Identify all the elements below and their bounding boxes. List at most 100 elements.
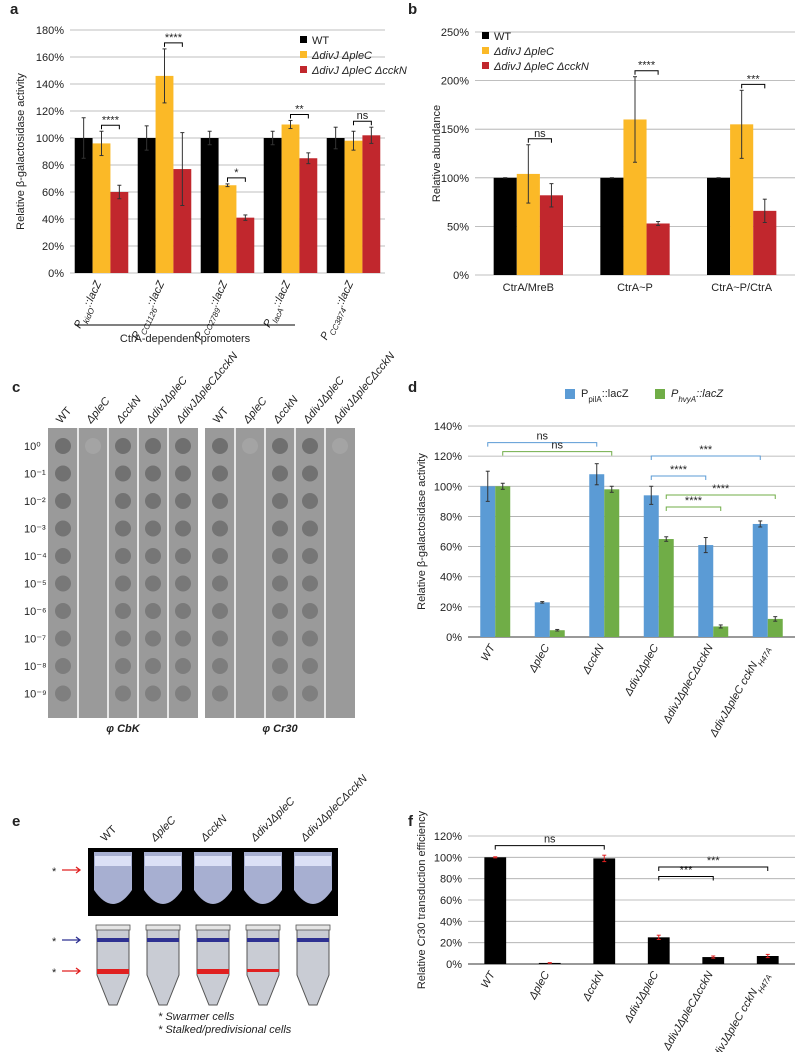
strain-label: ΔpleC [148, 814, 178, 844]
error-bar [609, 485, 614, 493]
error-bar [306, 152, 311, 165]
bar [92, 143, 111, 273]
bar [753, 210, 777, 275]
x-tick-label: ΔpleC [526, 969, 552, 1002]
error-bar [540, 601, 545, 604]
spot [145, 603, 161, 619]
y-tick-label: 100% [434, 481, 462, 493]
dilution-label: 10⁻² [24, 496, 46, 508]
spot [55, 548, 71, 564]
significance-label: ns [544, 834, 556, 846]
x-tick-label: CtrA/MreB [503, 282, 554, 294]
y-tick-label: 20% [440, 938, 462, 950]
error-bar [500, 482, 505, 490]
panel-label: a [10, 1, 19, 18]
y-tick-label: 50% [447, 221, 469, 233]
error-bar [225, 183, 230, 188]
spot [175, 685, 191, 702]
error-bar [99, 130, 104, 157]
spot [272, 630, 288, 647]
error-bar [162, 48, 167, 104]
spot [212, 685, 228, 702]
text-part: ::lacZ [208, 278, 231, 309]
bar [646, 223, 670, 275]
legend-swatch [482, 47, 489, 54]
bar [756, 956, 779, 964]
legend-text: Stalked/predivisional cells [165, 1024, 291, 1036]
tube-cap [195, 924, 231, 931]
bar [600, 177, 624, 275]
tube-cap [95, 924, 131, 931]
spot [145, 630, 161, 647]
dilution-label: 10⁻¹ [24, 469, 46, 481]
text-part: ::lacZ [696, 388, 724, 400]
swarmer-band [197, 969, 229, 974]
text-part: ::lacZ [145, 278, 168, 309]
bar [593, 858, 616, 964]
dilution-label: 10⁻⁸ [24, 661, 47, 673]
tube-cap [295, 924, 331, 931]
spot [212, 520, 228, 537]
y-tick-label: 20% [440, 602, 462, 614]
photo-band [195, 856, 231, 866]
legend-marker: * [158, 1024, 163, 1036]
error-bar [485, 470, 490, 502]
spot [55, 520, 71, 537]
error-bar [243, 214, 248, 221]
y-tick-label: 120% [434, 451, 462, 463]
bar [604, 489, 620, 637]
significance-label: *** [747, 73, 761, 85]
error-bar [664, 536, 669, 542]
text-part: hvyA [678, 395, 696, 404]
phage-label: φ CbK [106, 723, 140, 735]
text-part: P [671, 388, 679, 400]
y-tick-label: 40% [42, 214, 64, 226]
spot [145, 465, 161, 482]
bar [110, 192, 129, 273]
text-part: ::lacZ [271, 278, 294, 309]
bar [549, 630, 565, 637]
spot [115, 438, 131, 454]
spot [212, 575, 228, 592]
spot [85, 438, 101, 454]
spot [302, 465, 318, 482]
error-bar [207, 130, 212, 146]
spot [272, 685, 288, 702]
significance-label: **** [102, 114, 120, 126]
error-bar [718, 624, 723, 629]
bar [236, 217, 255, 273]
spot [145, 438, 161, 454]
strain-label: ΔcckN [270, 394, 300, 427]
spot [272, 575, 288, 592]
bar [702, 957, 725, 964]
spot [115, 548, 131, 564]
y-tick-label: 40% [440, 916, 462, 928]
spot [55, 630, 71, 647]
legend-item: WT [482, 31, 511, 43]
spot [175, 575, 191, 592]
panel-label: b [408, 1, 417, 18]
bar [539, 195, 563, 275]
error-bar [711, 955, 716, 959]
bar [299, 158, 318, 273]
error-bar [333, 126, 338, 150]
error-bar [633, 76, 637, 163]
bar [713, 626, 729, 637]
strain-label: ΔdivJΔpleC [248, 795, 297, 844]
spot [302, 630, 318, 647]
spot [115, 575, 131, 592]
stalked-band [197, 938, 229, 942]
significance-label: ** [295, 103, 304, 115]
spot [212, 548, 228, 564]
error-bar [739, 89, 744, 159]
legend-label: WT [312, 35, 329, 47]
bar [480, 486, 496, 637]
error-bar [758, 520, 763, 528]
spot [55, 685, 71, 702]
y-tick-label: 0% [453, 270, 469, 282]
spot [55, 575, 71, 592]
y-tick-label: 100% [36, 133, 64, 145]
marker: * [52, 967, 57, 979]
spot [175, 548, 191, 564]
spot [115, 630, 131, 647]
